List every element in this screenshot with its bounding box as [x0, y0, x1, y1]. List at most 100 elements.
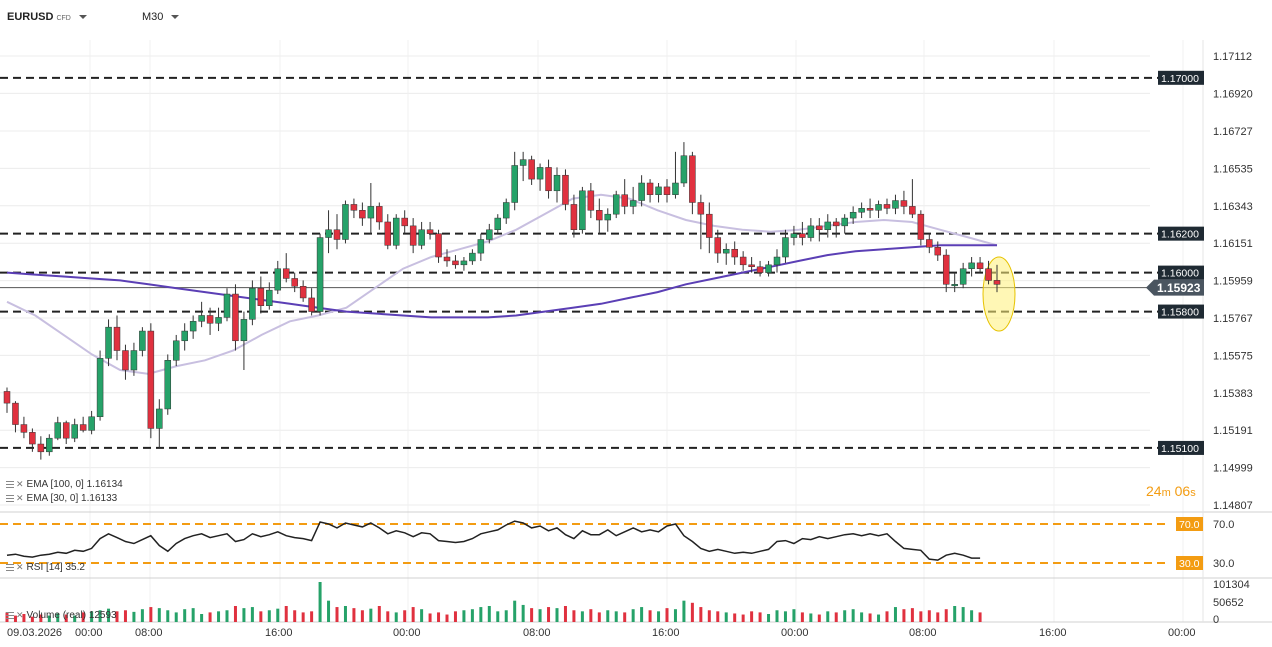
time-axis-label: 00:00	[781, 627, 809, 639]
volume-bar	[47, 615, 51, 622]
volume-bar	[910, 608, 914, 622]
time-axis-label: 00:00	[75, 627, 103, 639]
legend-ema100[interactable]: ✕ EMA [100, 0] 1.16134	[6, 479, 123, 490]
volume-bar	[767, 614, 771, 622]
rsi-level-tag	[1176, 556, 1203, 570]
settings-icon[interactable]	[6, 481, 14, 488]
price-tick-label: 1.16151	[1213, 238, 1253, 250]
candle-body	[359, 210, 366, 219]
candle-body	[308, 297, 315, 312]
volume-bar	[902, 609, 906, 622]
candle-body	[401, 217, 408, 227]
candle-body	[418, 229, 425, 246]
volume-bar	[132, 611, 136, 622]
level-label: 1.16200	[1161, 229, 1199, 241]
volume-bar	[521, 604, 525, 622]
candle-body	[189, 321, 197, 332]
candle-body	[706, 213, 713, 238]
settings-icon[interactable]	[6, 564, 14, 571]
candle-body	[384, 221, 392, 246]
close-icon[interactable]: ✕	[16, 479, 24, 489]
candle-body	[672, 182, 679, 195]
price-tick-label: 1.16920	[1213, 88, 1253, 100]
volume-bar	[90, 611, 94, 622]
volume-bar	[792, 609, 796, 622]
volume-bar	[572, 610, 576, 622]
candle-body	[553, 174, 561, 192]
close-icon[interactable]: ✕	[16, 610, 24, 620]
volume-bar	[800, 612, 804, 622]
candle-body	[714, 237, 722, 254]
time-axis-label: 00:00	[1168, 627, 1196, 639]
volume-bar	[843, 610, 847, 622]
volume-bar	[310, 611, 314, 622]
volume-bar	[115, 611, 119, 622]
candle-body	[460, 260, 468, 266]
volume-bar	[589, 609, 593, 622]
candle-body	[54, 422, 62, 439]
volume-bar	[682, 600, 686, 622]
volume-bar	[217, 611, 221, 622]
settings-icon[interactable]	[6, 612, 14, 619]
candle-body	[596, 210, 603, 221]
legend-rsi[interactable]: ✕ RSI [14] 35.2	[6, 562, 85, 573]
candle-body	[325, 229, 332, 238]
candle-body	[257, 287, 265, 306]
price-tick-label: 1.17112	[1213, 51, 1252, 63]
volume-bar	[140, 609, 144, 622]
volume-bar	[936, 612, 940, 622]
volume-bar	[563, 606, 567, 622]
close-icon[interactable]: ✕	[16, 493, 24, 503]
candle-body	[350, 204, 358, 211]
candle-body	[866, 208, 874, 211]
level-tag	[1158, 70, 1204, 85]
rsi-axis-label: 70.0	[1213, 519, 1234, 531]
candle-body	[469, 252, 476, 262]
volume-bar	[690, 602, 694, 622]
volume-bar	[327, 600, 331, 622]
candle-body	[807, 225, 815, 238]
time-axis-label: 16:00	[265, 627, 293, 639]
timeframe-selector[interactable]: M30	[142, 11, 180, 23]
chevron-down-icon	[171, 15, 180, 20]
last-price-tag	[1146, 279, 1204, 296]
candle-body	[96, 358, 104, 418]
last-price-label: 1.15923	[1157, 281, 1201, 295]
legend-ema30[interactable]: ✕ EMA [30, 0] 1.16133	[6, 493, 117, 504]
close-icon[interactable]: ✕	[16, 562, 24, 572]
candle-body	[841, 217, 848, 227]
candle-body	[951, 284, 958, 287]
volume-bar	[673, 609, 677, 622]
time-axis-label: 16:00	[1039, 627, 1067, 639]
volume-bar	[166, 610, 170, 622]
volume-bar	[944, 609, 948, 622]
volume-bar	[479, 607, 483, 622]
volume-bar	[276, 608, 280, 622]
volume-bar	[242, 608, 246, 622]
volume-bar	[716, 611, 720, 622]
price-tick-label: 1.16535	[1213, 163, 1253, 175]
settings-icon[interactable]	[6, 495, 14, 502]
volume-bar	[826, 611, 830, 622]
candle-body	[934, 247, 942, 256]
candle-body	[156, 408, 163, 429]
volume-bar	[547, 607, 551, 622]
price-tick-label: 1.15191	[1213, 425, 1253, 437]
volume-bar	[530, 608, 534, 622]
candle-body	[562, 174, 569, 205]
volume-bar	[640, 607, 644, 622]
time-axis-label: 08:00	[523, 627, 551, 639]
volume-bar	[741, 614, 745, 622]
candle-body	[976, 262, 984, 269]
volume-bar	[284, 606, 288, 622]
legend-volume[interactable]: ✕ Volume (real) 12593	[6, 610, 117, 621]
candle-body	[147, 330, 155, 429]
symbol-selector[interactable]: EURUSD CFD	[7, 11, 87, 23]
volume-bar	[200, 614, 204, 622]
volume-bar	[470, 609, 474, 622]
candle-body	[122, 350, 129, 371]
volume-bar	[462, 610, 466, 622]
time-axis-label: 08:00	[135, 627, 163, 639]
candle-body	[909, 206, 916, 215]
